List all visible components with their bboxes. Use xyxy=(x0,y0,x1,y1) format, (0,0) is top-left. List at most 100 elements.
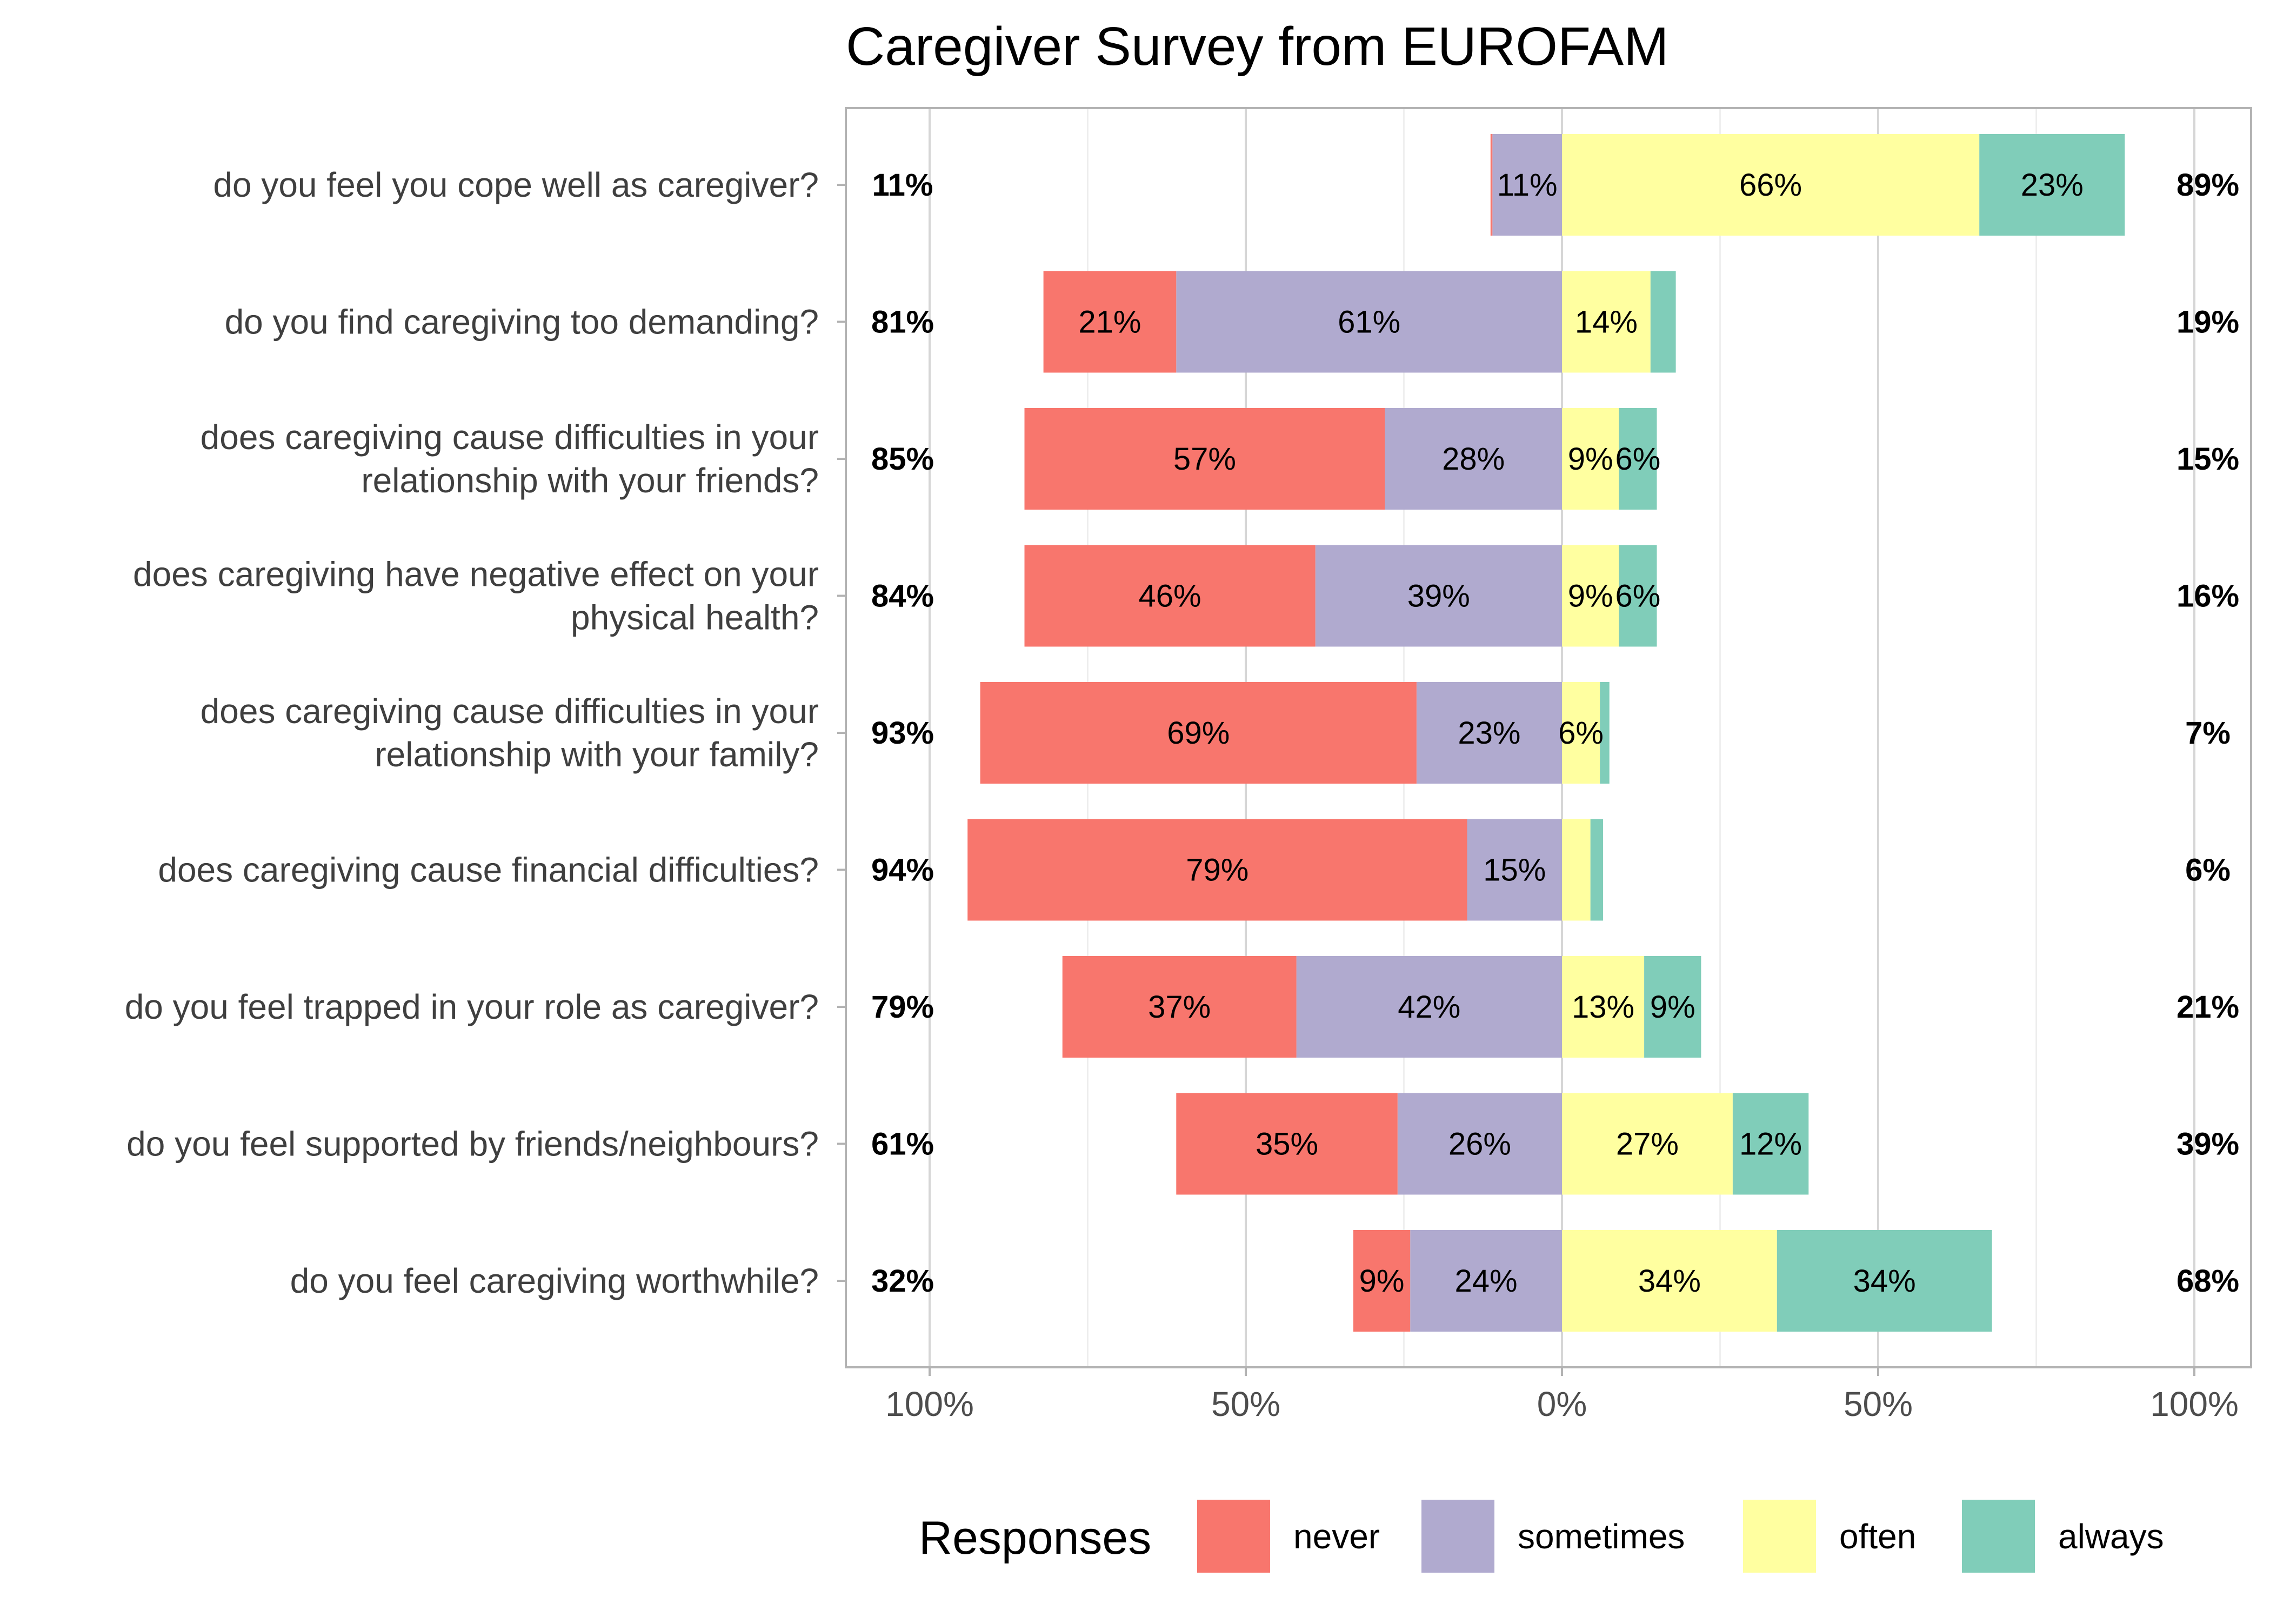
bar-value-label: 39% xyxy=(1407,579,1470,614)
x-tick-label: 100% xyxy=(885,1385,974,1423)
bar-value-label: 27% xyxy=(1616,1127,1679,1162)
legend-title: Responses xyxy=(919,1512,1151,1564)
bar-value-label: 42% xyxy=(1398,990,1460,1025)
bar-value-label: 24% xyxy=(1455,1264,1518,1299)
category-label: does caregiving cause difficulties in yo… xyxy=(201,692,819,731)
legend-label-always: always xyxy=(2058,1517,2164,1556)
bar-always xyxy=(1777,1230,1992,1332)
category-labels: do you feel you cope well as caregiver? d… xyxy=(125,165,819,1300)
legend-key-always xyxy=(1962,1500,2035,1573)
bar-labels: 11% 66% 23%61%21% 14%28%57% 9% 6%39%46% 9% 6%23… xyxy=(1078,168,2083,1299)
left-total-label: 79% xyxy=(871,990,934,1025)
bar-value-label: 57% xyxy=(1173,442,1236,477)
bar-value-label: 9% xyxy=(1650,990,1695,1025)
bar-sometimes xyxy=(1385,408,1562,510)
bar-often xyxy=(1562,819,1591,921)
bar-value-label: 46% xyxy=(1139,579,1201,614)
left-total-label: 85% xyxy=(871,442,934,477)
category-label: does caregiving have negative effect on … xyxy=(133,555,819,594)
category-label: relationship with your family? xyxy=(375,735,819,774)
bar-value-label: 9% xyxy=(1568,579,1613,614)
bar-value-label: 9% xyxy=(1568,442,1613,477)
bar-often xyxy=(1562,134,1980,236)
right-total-label: 21% xyxy=(2176,990,2239,1025)
bar-value-label: 26% xyxy=(1448,1127,1511,1162)
legend-key-sometimes xyxy=(1421,1500,1494,1573)
bar-never xyxy=(980,682,1417,784)
right-total-label: 15% xyxy=(2176,442,2239,477)
bar-value-label: 35% xyxy=(1256,1127,1318,1162)
bar-often xyxy=(1562,271,1651,373)
bar-value-label: 6% xyxy=(1558,716,1604,751)
bar-always xyxy=(1600,682,1610,784)
bar-always xyxy=(1732,1093,1809,1195)
bar-always xyxy=(1979,134,2125,236)
bar-sometimes xyxy=(1492,134,1562,236)
bar-always xyxy=(1619,408,1657,510)
bar-sometimes xyxy=(1416,682,1562,784)
bar-value-label: 11% xyxy=(1497,168,1558,203)
left-total-label: 84% xyxy=(871,579,934,614)
total-labels: 11% 89% 81% 19% 85% 15% 84% 16% 93% 7% 94% 6% 79% 21%… xyxy=(871,168,2239,1299)
bar-value-label: 37% xyxy=(1148,990,1211,1025)
legend-key-often xyxy=(1743,1500,1816,1573)
x-axis-ticks: 100% 50% 0% 50% 100% xyxy=(837,184,2239,1423)
category-label: does caregiving cause difficulties in yo… xyxy=(201,418,819,457)
bar-often xyxy=(1562,956,1645,1058)
category-label: does caregiving cause financial difficul… xyxy=(158,851,819,890)
bar-value-label: 6% xyxy=(1615,442,1660,477)
category-label: do you feel you cope well as caregiver? xyxy=(213,165,819,204)
bar-value-label: 34% xyxy=(1853,1264,1916,1299)
right-total-label: 89% xyxy=(2176,168,2239,203)
bar-never xyxy=(967,819,1467,921)
bars xyxy=(967,134,2125,1332)
left-total-label: 81% xyxy=(871,305,934,340)
bar-always xyxy=(1590,819,1604,921)
left-total-label: 93% xyxy=(871,716,934,751)
bar-never xyxy=(1024,545,1316,647)
bar-value-label: 79% xyxy=(1186,853,1248,888)
bar-value-label: 6% xyxy=(1615,579,1660,614)
bar-often xyxy=(1562,408,1619,510)
bar-sometimes xyxy=(1176,271,1562,373)
bar-always xyxy=(1650,271,1676,373)
bar-never xyxy=(1024,408,1385,510)
legend-label-sometimes: sometimes xyxy=(1518,1517,1685,1556)
right-total-label: 7% xyxy=(2185,716,2231,751)
legend-label-never: never xyxy=(1293,1517,1380,1556)
left-total-label: 94% xyxy=(871,853,934,888)
bar-always xyxy=(1619,545,1657,647)
x-tick-label: 50% xyxy=(1844,1385,1913,1423)
chart-title: Caregiver Survey from EUROFAM xyxy=(846,16,1669,77)
right-total-label: 19% xyxy=(2176,305,2239,340)
x-tick-label: 100% xyxy=(2150,1385,2239,1423)
bar-often xyxy=(1562,1230,1777,1332)
bar-sometimes xyxy=(1410,1230,1562,1332)
category-label: do you feel supported by friends/neighbo… xyxy=(126,1125,819,1164)
bar-never xyxy=(1176,1093,1398,1195)
right-total-label: 16% xyxy=(2176,579,2239,614)
bar-value-label: 9% xyxy=(1359,1264,1405,1299)
bar-value-label: 69% xyxy=(1167,716,1230,751)
x-tick-label: 0% xyxy=(1537,1385,1587,1423)
bar-always xyxy=(1644,956,1701,1058)
category-label: do you feel caregiving worthwhile? xyxy=(290,1261,819,1300)
bar-never xyxy=(1043,271,1177,373)
bar-often xyxy=(1562,682,1600,784)
category-label: relationship with your friends? xyxy=(361,461,819,500)
category-label: do you find caregiving too demanding? xyxy=(225,303,819,342)
right-total-label: 6% xyxy=(2185,853,2231,888)
bar-value-label: 23% xyxy=(1458,716,1520,751)
right-total-label: 39% xyxy=(2176,1127,2239,1162)
bar-sometimes xyxy=(1397,1093,1562,1195)
bar-value-label: 23% xyxy=(2021,168,2084,203)
legend-label-often: often xyxy=(1839,1517,1916,1556)
bar-value-label: 12% xyxy=(1739,1127,1802,1162)
legend: Responses never sometimes often always xyxy=(919,1500,2164,1573)
bar-never xyxy=(1490,134,1493,236)
bar-value-label: 61% xyxy=(1338,305,1400,340)
bar-value-label: 13% xyxy=(1572,990,1634,1025)
bar-sometimes xyxy=(1296,956,1562,1058)
bar-never xyxy=(1062,956,1297,1058)
bar-sometimes xyxy=(1315,545,1562,647)
